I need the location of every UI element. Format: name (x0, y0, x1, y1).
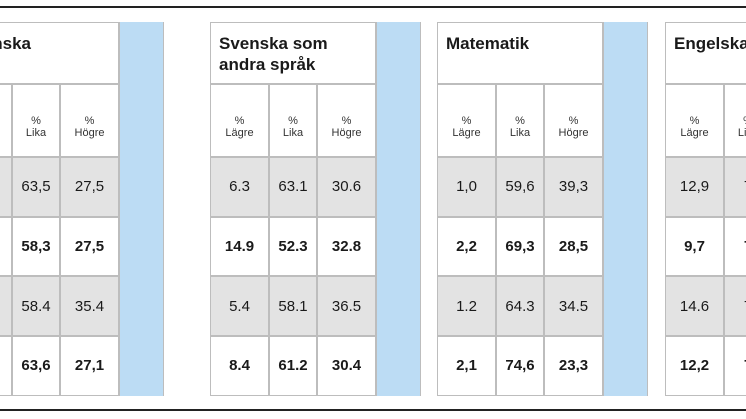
column-header-line: Högre (74, 126, 105, 139)
column-header-line: % (84, 114, 95, 127)
table-cell-lower: 9,7 (665, 216, 724, 277)
column-header-higher: % Högre (60, 84, 119, 157)
table-cell-same: 58.1 (269, 276, 317, 337)
table-cell-higher: 34.5 (544, 276, 603, 337)
table-cell-higher: 27,5 (60, 216, 119, 277)
column-header-line: % (515, 114, 525, 127)
table-cell-same: 58,3 (12, 216, 60, 277)
table-cell-higher: 27,5 (60, 157, 119, 217)
column-header-same: %Lika (724, 84, 746, 157)
table-cell-lower: 6.2 (0, 276, 12, 337)
table-cell-lower: 14,3 (0, 216, 12, 277)
table-cell-same: 52.3 (269, 216, 317, 277)
results-grid: Svenska%Lägre%Lika%Högre9,063,527,514,35… (0, 22, 746, 396)
table-cell-lower: 12,9 (665, 157, 724, 217)
subject-title-svenska-som-1: Svenska som andra språk (210, 22, 376, 84)
table-cell-same: 61.2 (269, 336, 317, 396)
column-separator (603, 22, 648, 396)
column-header-line: % (689, 114, 700, 127)
column-header-higher: % Högre (317, 84, 376, 157)
table-cell-lower: 6.3 (210, 157, 269, 217)
column-header-line: % (31, 114, 41, 127)
table-cell-higher: 28,5 (544, 216, 603, 277)
table-cell-same: 74,6 (496, 336, 544, 396)
column-header-line: % (568, 114, 579, 127)
table-cell-higher: 30.4 (317, 336, 376, 396)
column-header-line: Lägre (680, 126, 709, 139)
column-separator (376, 22, 421, 396)
column-separator (119, 22, 164, 396)
table-cell-lower: 12,2 (665, 336, 724, 396)
column-header-same: %Lika (12, 84, 60, 157)
table-cell-lower: 14.9 (210, 216, 269, 277)
column-header-line: % (461, 114, 472, 127)
table-cell-same: 64.3 (496, 276, 544, 337)
table-cell-higher: 39,3 (544, 157, 603, 217)
table-cell-lower: 9,3 (0, 336, 12, 396)
table-cell-higher: 23,3 (544, 336, 603, 396)
column-header-line: Högre (331, 126, 362, 139)
table-cell-same: 69,3 (496, 216, 544, 277)
table-cell-higher: 30.6 (317, 157, 376, 217)
column-header-lower: %Lägre (210, 84, 269, 157)
column-header-line: % (341, 114, 352, 127)
column-header-lower: %Lägre (665, 84, 724, 157)
table-cell-lower: 2,2 (437, 216, 496, 277)
column-header-same: %Lika (496, 84, 544, 157)
column-header-line: Lika (509, 126, 531, 139)
table-cell-same: 63.1 (269, 157, 317, 217)
table-cell-lower: 2,1 (437, 336, 496, 396)
table-cell-lower: 9,0 (0, 157, 12, 217)
table-cell-higher: 27,1 (60, 336, 119, 396)
table-cell-lower: 14.6 (665, 276, 724, 337)
table-cell-same: 63,5 (12, 157, 60, 217)
table-cell-higher: 36.5 (317, 276, 376, 337)
column-header-line: Högre (558, 126, 589, 139)
column-header-line: % (288, 114, 298, 127)
table-cell-same: 59,6 (496, 157, 544, 217)
column-header-lower: %Lägre (437, 84, 496, 157)
table-cell-same: 7 (724, 157, 746, 217)
table-cell-same: 7 (724, 336, 746, 396)
table-cell-lower: 8.4 (210, 336, 269, 396)
column-header-line: Lika (25, 126, 47, 139)
table-cell-same: 7 (724, 216, 746, 277)
table-cell-lower: 1,0 (437, 157, 496, 217)
column-header-line: Lika (737, 126, 746, 139)
subject-title-engelska-3: Engelska (665, 22, 746, 84)
column-header-line: Lägre (452, 126, 481, 139)
column-header-same: %Lika (269, 84, 317, 157)
column-header-line: % (743, 115, 746, 127)
table-cell-lower: 5.4 (210, 276, 269, 337)
table-cell-same: 58.4 (12, 276, 60, 337)
top-rule (0, 6, 746, 8)
column-header-lower: %Lägre (0, 84, 12, 157)
column-header-line: Lika (282, 126, 304, 139)
table-cell-same: 63,6 (12, 336, 60, 396)
subject-title-matematik-2: Matematik (437, 22, 603, 84)
table-cell-higher: 32.8 (317, 216, 376, 277)
table-cell-lower: 1.2 (437, 276, 496, 337)
bottom-rule (0, 409, 746, 411)
table-cell-same: 7 (724, 276, 746, 337)
column-header-line: Lägre (225, 126, 254, 139)
column-header-higher: % Högre (544, 84, 603, 157)
subject-title-svenska-0: Svenska (0, 22, 119, 84)
table-cell-higher: 35.4 (60, 276, 119, 337)
column-header-line: % (234, 114, 245, 127)
